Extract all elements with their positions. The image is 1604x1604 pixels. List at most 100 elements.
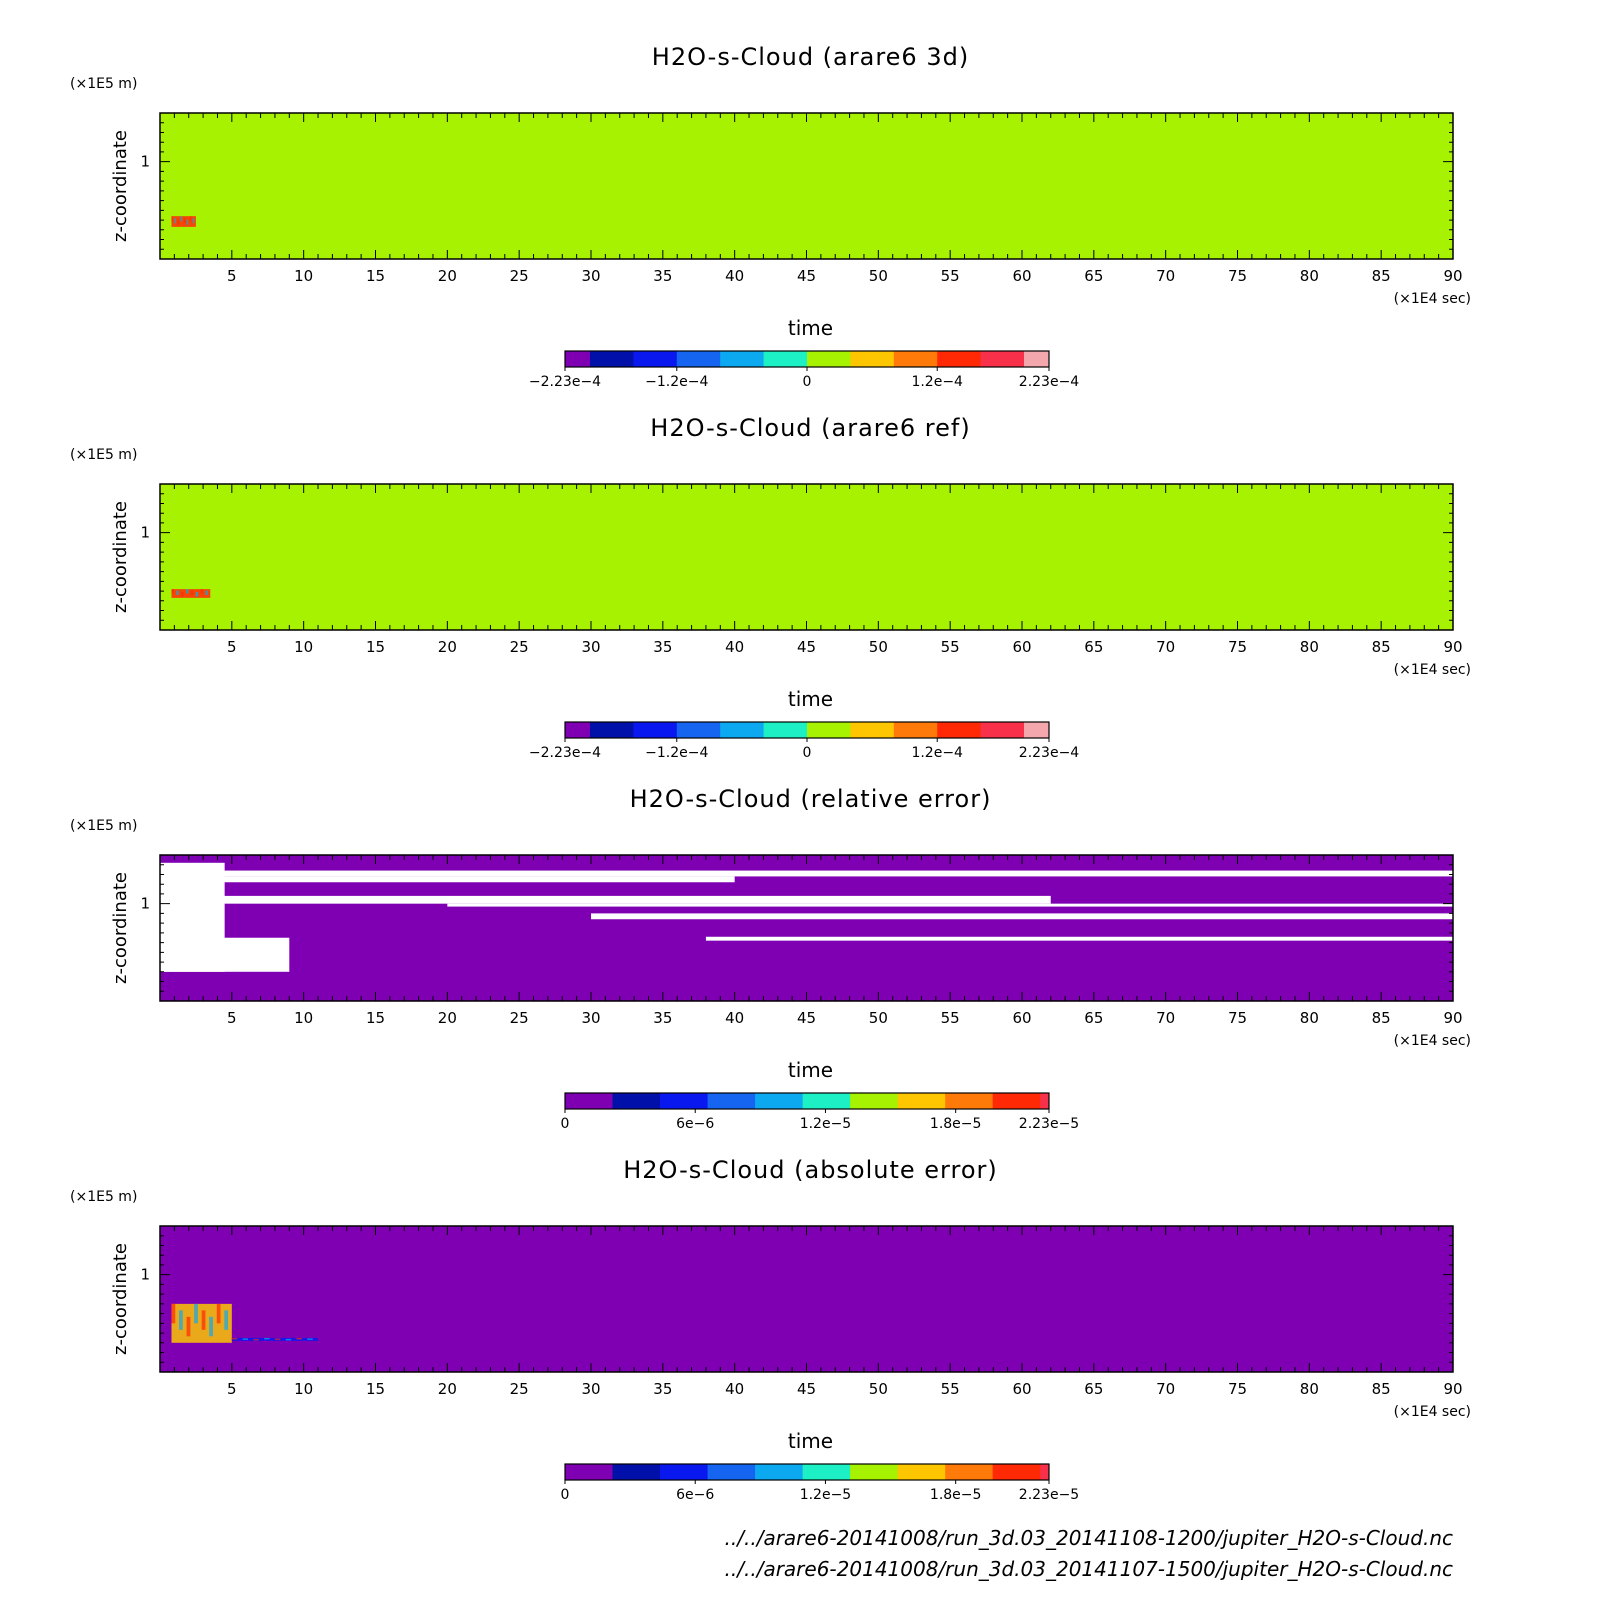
x-tick-label: 5: [227, 1009, 237, 1027]
footer: ../../arare6-20141008/run_3d.03_20141108…: [725, 1526, 1453, 1581]
x-tick-label: 40: [725, 1380, 744, 1398]
colorbar-cell: [802, 1093, 851, 1109]
colorbar-cell: [720, 722, 765, 738]
colorbar-cell: [807, 722, 851, 738]
colorbar-tick-label: 2.23e−4: [1019, 745, 1080, 761]
colorbar-tick-label: 6e−6: [676, 1116, 714, 1132]
x-minor-ticks: [173, 113, 1440, 259]
x-unit-label: (×1E4 sec): [1394, 662, 1471, 678]
colorbar-cell: [612, 1464, 661, 1480]
colorbar-tick-label: 2.23e−4: [1019, 374, 1080, 390]
x-tick-label: 15: [366, 638, 385, 656]
colorbar-cell: [850, 1093, 899, 1109]
x-axis-label: time: [788, 687, 833, 711]
undefined-region: [447, 903, 1453, 907]
colorbar-tick-label: 2.23e−5: [1019, 1487, 1079, 1503]
x-tick-label: 60: [1012, 1009, 1031, 1027]
x-tick-label: 85: [1372, 267, 1391, 285]
x-tick-label: 70: [1156, 1380, 1175, 1398]
x-tick-label: 50: [869, 638, 888, 656]
x-tick-label: 20: [438, 1009, 457, 1027]
colorbar-cell: [590, 722, 634, 738]
x-tick-label: 45: [797, 1009, 816, 1027]
colorbar-cell: [763, 722, 808, 738]
colorbar-cell: [937, 722, 982, 738]
colorbar-cell: [565, 1464, 614, 1480]
colorbar-cell: [676, 722, 721, 738]
x-tick-label: 35: [653, 638, 672, 656]
colorbar-tick-label: 1.8e−5: [930, 1487, 982, 1503]
colorbar-tick-label: 1.2e−5: [800, 1116, 852, 1132]
x-tick-label: 5: [227, 1380, 237, 1398]
colorbar-cell: [676, 351, 721, 367]
x-tick-label: 50: [869, 267, 888, 285]
x-tick-label: 90: [1443, 1009, 1462, 1027]
x-tick-label: 5: [227, 638, 237, 656]
colorbar-cell: [897, 1093, 946, 1109]
y-minor-ticks: [160, 493, 1453, 621]
undefined-region: [591, 913, 1453, 920]
colorbar-cell: [992, 1464, 1041, 1480]
chart-title: H2O-s-Cloud (arare6 3d): [652, 43, 969, 71]
colorbar-tick-label: 0: [803, 374, 812, 390]
colorbar-cell: [1040, 1093, 1050, 1109]
colorbar-cell: [707, 1093, 756, 1109]
x-tick-label: 45: [797, 267, 816, 285]
colorbar-cell: [893, 722, 938, 738]
colorbar-tick-label: 6e−6: [676, 1487, 714, 1503]
x-tick-label: 60: [1012, 638, 1031, 656]
x-tick-label: 75: [1228, 1380, 1247, 1398]
x-unit-label: (×1E4 sec): [1394, 291, 1471, 307]
colorbar-cell: [802, 1464, 851, 1480]
y-tick-label: 1: [140, 153, 150, 171]
footer-file-1: ../../arare6-20141008/run_3d.03_20141108…: [725, 1526, 1453, 1550]
y-minor-ticks: [160, 864, 1453, 992]
x-tick-label: 30: [581, 1380, 600, 1398]
colorbar-cell: [633, 722, 678, 738]
x-tick-label: 90: [1443, 1380, 1462, 1398]
x-tick-label: 20: [438, 1380, 457, 1398]
y-unit-label: (×1E5 m): [70, 818, 137, 834]
panel-2: H2O-s-Cloud (arare6 ref)(×1E5 m)5 10 15 20 2…: [70, 414, 1471, 761]
colorbar: −2.23e−4 −1.2e−4 0 1.2e−4 2.23e−4: [529, 721, 1080, 761]
y-tick-label: 1: [140, 1266, 150, 1284]
colorbar-cell: [755, 1464, 804, 1480]
x-tick-label: 70: [1156, 267, 1175, 285]
x-tick-label: 80: [1300, 1009, 1319, 1027]
y-axis-label: z-coordinate: [110, 872, 131, 984]
colorbar-cell: [945, 1464, 994, 1480]
y-axis-label: z-coordinate: [110, 501, 131, 613]
x-tick-label: 20: [438, 267, 457, 285]
colorbar-tick-label: 0: [561, 1487, 570, 1503]
colorbar-cell: [660, 1464, 709, 1480]
colorbar: 0 6e−6 1.2e−5 1.8e−5 2.23e−5: [561, 1092, 1079, 1132]
x-tick-label: 90: [1443, 638, 1462, 656]
x-tick-label: 25: [510, 1009, 529, 1027]
field-feature: [171, 216, 196, 227]
colorbar-tick-label: 1.2e−5: [800, 1487, 852, 1503]
y-unit-label: (×1E5 m): [70, 447, 137, 463]
undefined-region: [160, 937, 290, 972]
x-tick-label: 30: [581, 638, 600, 656]
field-background: [160, 1226, 1453, 1372]
x-tick-label: 50: [869, 1009, 888, 1027]
x-tick-label: 60: [1012, 267, 1031, 285]
colorbar-cell: [980, 351, 1025, 367]
colorbar-cell: [850, 722, 895, 738]
colorbar-cell: [763, 351, 808, 367]
y-minor-ticks: [160, 122, 1453, 250]
x-tick-label: 45: [797, 1380, 816, 1398]
colorbar-cell: [897, 1464, 946, 1480]
x-tick-label: 30: [581, 1009, 600, 1027]
colorbar-tick-label: −2.23e−4: [529, 745, 601, 761]
x-tick-label: 75: [1228, 638, 1247, 656]
x-tick-label: 40: [725, 267, 744, 285]
x-tick-label: 75: [1228, 1009, 1247, 1027]
y-unit-label: (×1E5 m): [70, 76, 137, 92]
colorbar: 0 6e−6 1.2e−5 1.8e−5 2.23e−5: [561, 1463, 1079, 1503]
x-tick-label: 40: [725, 638, 744, 656]
colorbar-cell: [1024, 351, 1050, 367]
x-tick-label: 70: [1156, 1009, 1175, 1027]
colorbar-cell: [660, 1093, 709, 1109]
x-tick-label: 30: [581, 267, 600, 285]
